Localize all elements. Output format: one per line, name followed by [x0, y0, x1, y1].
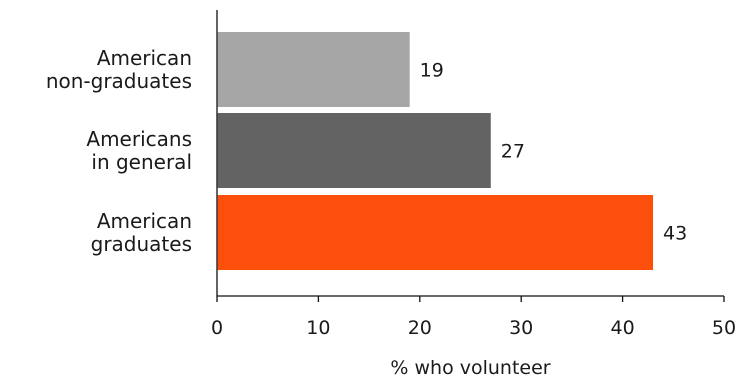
category-label-1: Americans in general — [86, 127, 192, 174]
bar-2 — [217, 195, 654, 270]
x-ticks-group: 0 10 20 30 40 50 — [211, 296, 736, 339]
x-tick-label: 0 — [211, 317, 223, 339]
x-tick-label: 10 — [306, 317, 330, 339]
category-label-line: American — [97, 46, 192, 70]
value-label-0: 19 — [420, 60, 444, 82]
category-label-line: Americans — [86, 127, 192, 151]
category-label-line: graduates — [91, 232, 192, 256]
bar-1 — [217, 113, 491, 188]
x-tick-label: 20 — [408, 317, 432, 339]
x-tick-label: 40 — [611, 317, 635, 339]
bar-0 — [217, 32, 410, 107]
bars-group — [217, 32, 654, 270]
x-tick-label: 30 — [509, 317, 533, 339]
category-label-2: American graduates — [91, 209, 192, 256]
x-tick-label: 50 — [712, 317, 736, 339]
x-axis-title: % who volunteer — [390, 357, 550, 379]
value-label-1: 27 — [501, 141, 525, 163]
value-labels-group: 19 27 43 — [420, 60, 688, 245]
category-label-0: American non-graduates — [46, 46, 192, 93]
category-label-line: American — [97, 209, 192, 233]
category-label-line: non-graduates — [46, 69, 192, 93]
category-label-line: in general — [91, 150, 192, 174]
value-label-2: 43 — [663, 223, 687, 245]
